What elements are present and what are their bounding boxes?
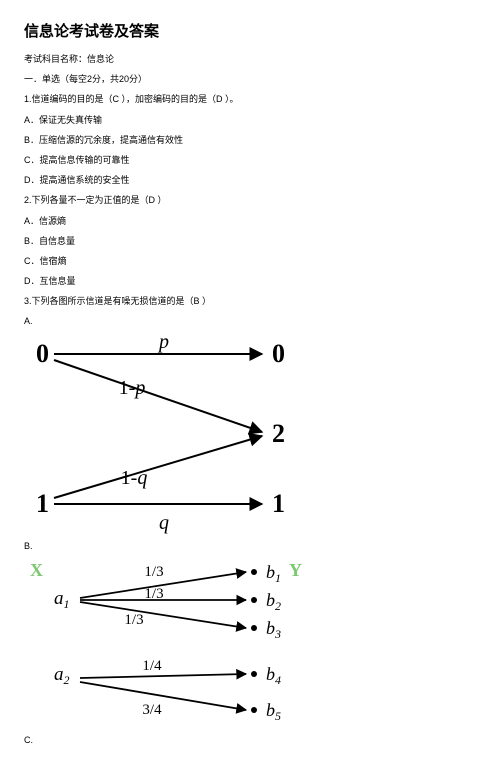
node-left-0: 0 <box>36 339 49 368</box>
label-X: X <box>30 560 43 580</box>
q2-optB: B．自信息量 <box>24 233 480 249</box>
label-34: 3/4 <box>142 702 162 718</box>
q2-optC: C．信宿熵 <box>24 253 480 269</box>
node-right-0: 0 <box>272 339 285 368</box>
node-right-1: 1 <box>272 489 285 518</box>
q2-optA: A．信源熵 <box>24 213 480 229</box>
q3-optA: A. <box>24 313 480 329</box>
node-b2: b2 <box>266 590 281 613</box>
q3-optC: C. <box>24 732 480 748</box>
label-p: p <box>157 334 169 353</box>
dot-b1 <box>251 569 257 575</box>
q1-stem: 1.信道编码的目的是（C ），加密编码的目的是（D ）。 <box>24 91 480 107</box>
q3-stem: 3.下列各图所示信道是有噪无损信道的是（B ） <box>24 293 480 309</box>
node-a1: a1 <box>54 588 70 611</box>
section-heading: 一．单选（每空2分，共20分） <box>24 71 480 87</box>
node-a2: a2 <box>54 664 70 687</box>
dot-b5 <box>251 707 257 713</box>
node-b3: b3 <box>266 618 281 641</box>
diagram-b: X Y a1 a2 b1 b2 b3 b4 b5 1/3 1/3 1/3 1/4… <box>24 558 324 728</box>
label-1-q: 1-q <box>121 467 148 489</box>
q1-optA: A．保证无失真传输 <box>24 112 480 128</box>
label-Y: Y <box>289 560 302 580</box>
q1-optB: B．压缩信源的冗余度，提高通信有效性 <box>24 132 480 148</box>
node-b1: b1 <box>266 562 281 585</box>
q3-optB: B. <box>24 538 480 554</box>
node-right-2: 2 <box>272 419 285 448</box>
node-b5: b5 <box>266 700 281 723</box>
label-1-p: 1-p <box>119 377 146 399</box>
q1-optC: C．提高信息传输的可靠性 <box>24 152 480 168</box>
q2-stem: 2.下列各量不一定为正值的是（D ） <box>24 192 480 208</box>
dot-b2 <box>251 597 257 603</box>
label-q: q <box>159 512 169 534</box>
subject-line: 考试科目名称：信息论 <box>24 51 480 67</box>
node-left-1: 1 <box>36 489 49 518</box>
q1-optD: D．提高通信系统的安全性 <box>24 172 480 188</box>
label-13-3: 1/3 <box>124 612 143 628</box>
diagram-a: 0 0 2 1 1 p 1-p 1-q q <box>24 334 304 534</box>
label-13-1: 1/3 <box>144 564 163 580</box>
label-13-2: 1/3 <box>144 586 163 602</box>
label-14: 1/4 <box>142 658 162 674</box>
dot-b3 <box>251 625 257 631</box>
dot-b4 <box>251 671 257 677</box>
page-title: 信息论考试卷及答案 <box>24 20 480 41</box>
q2-optD: D．互信息量 <box>24 273 480 289</box>
node-b4: b4 <box>266 664 281 687</box>
